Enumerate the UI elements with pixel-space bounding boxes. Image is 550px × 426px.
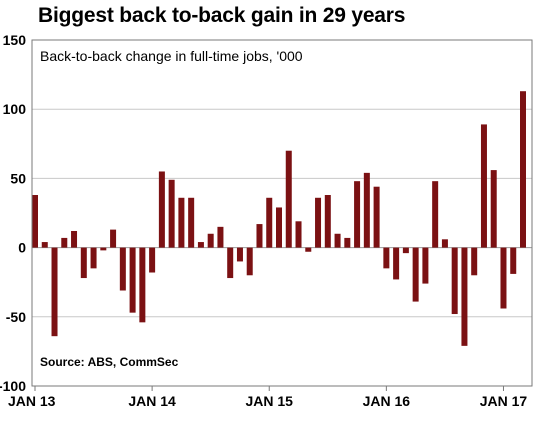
bar-jan-2016 [383,247,390,269]
bar-jul-2016 [441,239,448,248]
bar-feb-2016 [393,247,400,280]
bar-oct-2015 [354,181,361,248]
bar-jun-2014 [197,242,204,248]
y-tick-label: 0 [18,240,26,256]
bar-aug-2016 [451,247,458,315]
x-tick-label: JAN 15 [246,393,294,409]
bar-jun-2015 [315,197,322,248]
bar-feb-2013 [41,242,48,248]
x-tick-label: JAN 13 [8,393,56,409]
bar-dec-2016 [490,170,497,248]
bar-feb-2015 [276,207,282,248]
y-tick-label: 100 [3,101,27,117]
x-tick-label: JAN 17 [480,393,528,409]
bar-jan-2015 [266,197,273,248]
bar-apr-2014 [178,197,185,248]
bar-mar-2017 [520,91,526,248]
y-tick-label: -100 [0,378,26,394]
bar-oct-2016 [471,247,478,276]
bar-dec-2013 [139,247,146,323]
bar-jun-2016 [432,181,439,248]
plot-border [31,39,533,387]
bar-oct-2014 [236,247,243,262]
bar-mar-2013 [51,247,58,337]
bar-apr-2015 [295,221,302,248]
x-tick-label: JAN 14 [128,393,176,409]
bar-nov-2014 [246,247,253,276]
bar-mar-2015 [285,150,292,248]
bar-dec-2014 [256,224,263,248]
bar-dec-2015 [373,186,380,248]
bar-may-2014 [188,197,195,248]
bar-aug-2013 [100,247,107,251]
bar-nov-2015 [363,172,370,248]
bar-may-2013 [71,230,78,248]
bar-sep-2013 [110,229,117,248]
bar-jul-2014 [207,233,214,248]
bar-nov-2016 [480,124,487,248]
chart-source: Source: ABS, CommSec [40,355,179,369]
bar-sep-2014 [227,247,234,279]
bar-apr-2013 [61,237,68,248]
bars [32,91,526,346]
y-tick-label: -50 [6,309,26,325]
bar-feb-2017 [510,247,517,274]
bar-oct-2013 [119,247,126,291]
y-tick-label: 150 [3,32,27,48]
plot-frame [31,39,533,387]
bar-mar-2016 [402,247,409,254]
bar-jul-2013 [90,247,97,269]
bar-mar-2014 [168,179,175,248]
bar-sep-2016 [461,247,468,346]
y-axis-ticks: 150 100 50 0 -50 -100 [0,32,26,394]
bar-aug-2014 [217,226,224,248]
bar-jan-2013 [32,195,38,248]
bar-aug-2015 [334,233,341,248]
bar-nov-2013 [129,247,136,313]
bar-jul-2015 [324,195,331,248]
chart-subtitle: Back-to-back change in full-time jobs, '… [40,48,303,64]
x-axis-ticks: JAN 13 JAN 14 JAN 15 JAN 16 JAN 17 [8,386,527,409]
bar-jan-2014 [149,247,156,273]
bar-may-2015 [305,247,312,252]
bar-may-2016 [422,247,429,284]
bar-apr-2016 [412,247,419,302]
chart-title: Biggest back to-back gain in 29 years [38,4,406,27]
y-tick-label: 50 [10,170,26,186]
bar-feb-2014 [158,171,165,248]
bar-jun-2013 [80,247,87,279]
x-tick-label: JAN 16 [363,393,411,409]
bar-jan-2017 [500,247,507,309]
bar-sep-2015 [344,237,351,248]
